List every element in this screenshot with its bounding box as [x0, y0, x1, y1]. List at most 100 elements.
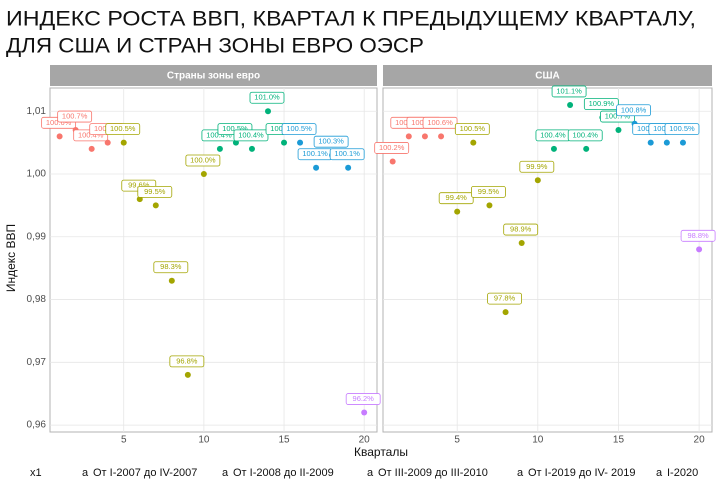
legend-key: a: [82, 467, 89, 479]
value-label-box: [329, 148, 365, 161]
chart-title: ДЛЯ США И СТРАН ЗОНЫ ЕВРО ОЭСР: [6, 35, 424, 58]
point: [550, 145, 557, 152]
value-label: 100.5%: [110, 124, 136, 133]
facet-strip: [50, 65, 377, 86]
point: [679, 139, 686, 146]
value-label: 100.4%: [540, 130, 566, 139]
y-tick-label: 0,96: [27, 420, 47, 431]
value-label: 101.1%: [556, 86, 582, 95]
point: [184, 371, 191, 378]
value-label-box: [471, 185, 506, 198]
point: [88, 145, 95, 152]
value-label: 100.0%: [190, 155, 216, 164]
point: [583, 145, 590, 152]
y-tick-label: 0,97: [27, 357, 47, 368]
value-label: 98.9%: [510, 225, 532, 234]
y-tick-label: 0,98: [27, 294, 47, 305]
point: [120, 139, 127, 146]
point: [663, 139, 670, 146]
legend-label: I-2020: [667, 467, 698, 479]
value-label-box: [583, 98, 619, 110]
legend-key: a: [222, 467, 229, 479]
value-label-box: [422, 116, 458, 129]
value-label-box: [664, 123, 700, 136]
value-label-box: [551, 85, 587, 98]
x-tick-label: 15: [278, 435, 290, 446]
point: [216, 145, 223, 152]
point: [265, 108, 271, 115]
value-label: 100.1%: [302, 149, 328, 158]
value-label: 99.9%: [526, 162, 548, 171]
value-label: 100.9%: [589, 99, 615, 108]
facet-strip: [383, 65, 712, 86]
point: [104, 139, 111, 146]
value-label: 100.5%: [460, 124, 486, 133]
value-label-box: [454, 123, 490, 136]
value-label-box: [567, 129, 603, 142]
value-label-box: [680, 229, 716, 242]
x-tick-label: 5: [121, 435, 127, 446]
x-tick-label: 10: [198, 435, 210, 446]
legend-label: От III-2009 до III-2010: [378, 467, 488, 479]
y-tick-label: 1,00: [27, 169, 47, 180]
value-label-box: [105, 123, 141, 136]
point: [696, 246, 703, 253]
value-label-box: [487, 292, 522, 305]
point: [502, 309, 509, 316]
legend-title: x1: [30, 467, 42, 479]
point: [345, 164, 352, 171]
facet-title: Страны зоны евро: [167, 71, 260, 82]
value-label-box: [519, 160, 555, 173]
value-label: 100.5%: [222, 124, 248, 133]
point: [248, 145, 255, 152]
point: [615, 127, 622, 134]
x-tick-label: 5: [454, 435, 460, 446]
point: [647, 139, 654, 146]
value-label: 99.5%: [144, 187, 166, 196]
point: [470, 139, 477, 146]
value-label: 99.6%: [128, 181, 150, 190]
point: [518, 240, 525, 247]
x-tick-label: 20: [694, 435, 706, 446]
value-label: 97.8%: [494, 294, 516, 303]
y-axis-label: Индекс ВВП: [4, 224, 18, 292]
value-label-box: [137, 185, 173, 198]
value-label: 99.4%: [446, 193, 468, 202]
value-label-box: [503, 223, 539, 236]
point: [313, 164, 320, 171]
value-label-box: [185, 154, 221, 167]
point: [281, 139, 288, 146]
value-label-box: [616, 104, 651, 117]
point: [361, 409, 368, 416]
value-label: 98.8%: [687, 231, 709, 240]
point: [168, 277, 175, 284]
value-label: 100.1%: [334, 149, 360, 158]
value-label: 100.4%: [572, 130, 598, 139]
value-label-box: [438, 192, 474, 205]
point: [389, 158, 396, 165]
value-label-box: [249, 91, 285, 104]
legend-label: От I-2008 до II-2009: [233, 467, 334, 479]
value-label-box: [153, 261, 189, 274]
point: [56, 133, 63, 140]
point: [152, 202, 159, 209]
legend-label: От I-2019 до IV- 2019: [528, 467, 635, 479]
x-axis-label: Кварталы: [354, 445, 408, 459]
legend-key: a: [367, 467, 374, 479]
point: [454, 208, 461, 215]
value-label: 100.6%: [427, 118, 453, 127]
value-label: 100.2%: [379, 143, 405, 152]
point: [567, 101, 574, 108]
value-label: 100.8%: [621, 105, 647, 114]
value-label-box: [57, 110, 93, 123]
x-tick-label: 20: [359, 435, 371, 446]
legend-key: a: [517, 467, 524, 479]
y-tick-label: 1,01: [27, 106, 47, 117]
facet-title: США: [535, 71, 560, 82]
point: [534, 177, 541, 184]
legend-label: От I-2007 до IV-2007: [93, 467, 197, 479]
point: [486, 202, 493, 209]
value-label: 96.2%: [353, 394, 375, 403]
value-label-box: [169, 355, 205, 368]
